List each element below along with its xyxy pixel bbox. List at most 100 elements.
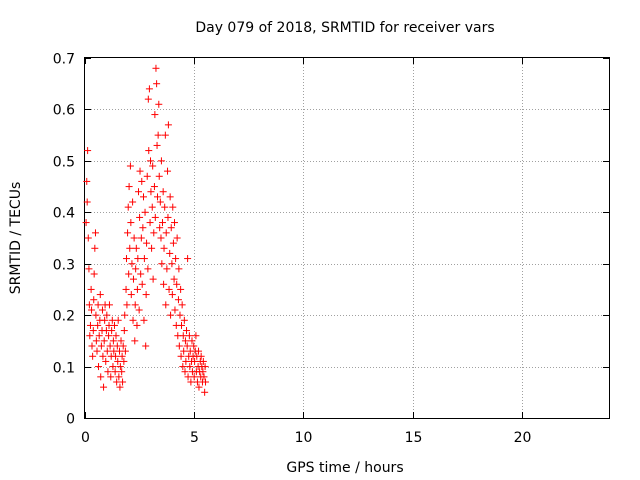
- data-point: [119, 378, 127, 386]
- data-point: [177, 285, 185, 293]
- data-point: [120, 327, 128, 335]
- data-point: [86, 321, 94, 329]
- data-point: [178, 301, 186, 309]
- data-point: [158, 260, 166, 268]
- x-axis-label: GPS time / hours: [286, 460, 403, 476]
- data-point: [174, 296, 182, 304]
- data-point: [108, 327, 116, 335]
- data-point: [144, 265, 152, 273]
- x-tick-label: 10: [295, 430, 313, 446]
- data-point: [202, 378, 210, 386]
- data-point: [168, 260, 176, 268]
- data-point: [101, 316, 109, 324]
- data-point: [145, 85, 153, 93]
- y-tick-label: 0.7: [53, 52, 75, 68]
- data-point: [93, 347, 101, 355]
- data-point: [201, 388, 209, 396]
- data-point: [119, 342, 127, 350]
- data-point: [114, 316, 122, 324]
- data-point: [91, 229, 99, 237]
- plot-frame: [84, 57, 610, 419]
- data-point: [127, 291, 135, 299]
- data-points: [82, 64, 210, 396]
- data-point: [118, 352, 126, 360]
- y-tick-label: 0.1: [53, 361, 75, 377]
- data-point: [123, 301, 131, 309]
- data-point: [88, 342, 96, 350]
- data-point: [177, 352, 185, 360]
- data-point: [114, 357, 122, 365]
- data-point: [144, 95, 152, 103]
- data-point: [130, 234, 138, 242]
- data-point: [100, 383, 108, 391]
- data-point: [164, 167, 172, 175]
- data-point: [156, 224, 164, 232]
- data-point: [160, 280, 168, 288]
- data-point: [178, 321, 186, 329]
- x-tick-label: 20: [514, 430, 532, 446]
- y-tick-label: 0: [66, 412, 75, 428]
- y-tick-label: 0.2: [53, 309, 75, 325]
- data-point: [164, 121, 172, 129]
- data-point: [131, 301, 139, 309]
- data-point: [133, 321, 141, 329]
- data-point: [117, 337, 125, 345]
- data-point: [122, 255, 130, 263]
- data-point: [181, 368, 189, 376]
- data-point: [160, 244, 168, 252]
- data-point: [109, 337, 117, 345]
- data-point: [157, 157, 165, 165]
- data-point: [162, 301, 170, 309]
- data-point: [107, 373, 115, 381]
- data-point: [184, 255, 192, 263]
- data-point: [132, 265, 140, 273]
- data-point: [136, 213, 144, 221]
- data-point: [128, 260, 136, 268]
- data-point: [121, 311, 129, 319]
- data-point: [184, 373, 192, 381]
- data-point: [200, 373, 208, 381]
- data-point: [126, 162, 134, 170]
- data-point: [190, 342, 198, 350]
- data-point: [137, 270, 145, 278]
- data-point: [141, 208, 149, 216]
- data-point: [199, 357, 207, 365]
- data-point: [88, 306, 96, 314]
- data-point: [153, 80, 161, 88]
- data-point: [94, 301, 102, 309]
- data-point: [173, 234, 181, 242]
- data-point: [97, 342, 105, 350]
- data-point: [85, 265, 93, 273]
- data-point: [142, 291, 150, 299]
- data-point: [97, 373, 105, 381]
- x-tick-label: 5: [190, 430, 199, 446]
- data-point: [89, 327, 97, 335]
- data-point: [186, 363, 194, 371]
- data-point: [92, 311, 100, 319]
- data-point: [195, 347, 203, 355]
- data-point: [121, 347, 129, 355]
- data-point: [92, 337, 100, 345]
- data-point: [171, 306, 179, 314]
- data-point: [102, 357, 110, 365]
- data-point: [183, 327, 191, 335]
- data-point: [164, 213, 172, 221]
- data-point: [150, 229, 158, 237]
- data-point: [167, 224, 175, 232]
- chart-title: Day 079 of 2018, SRMTID for receiver var…: [195, 20, 494, 36]
- data-point: [124, 229, 132, 237]
- data-point: [153, 141, 161, 149]
- data-point: [166, 193, 174, 201]
- data-point: [104, 368, 112, 376]
- data-point: [159, 219, 167, 227]
- data-point: [151, 213, 159, 221]
- data-point: [94, 321, 102, 329]
- data-point: [113, 378, 121, 386]
- data-point: [148, 244, 156, 252]
- data-point: [195, 383, 203, 391]
- data-point: [98, 306, 106, 314]
- data-point: [149, 275, 157, 283]
- data-point: [116, 363, 124, 371]
- data-point: [150, 183, 158, 191]
